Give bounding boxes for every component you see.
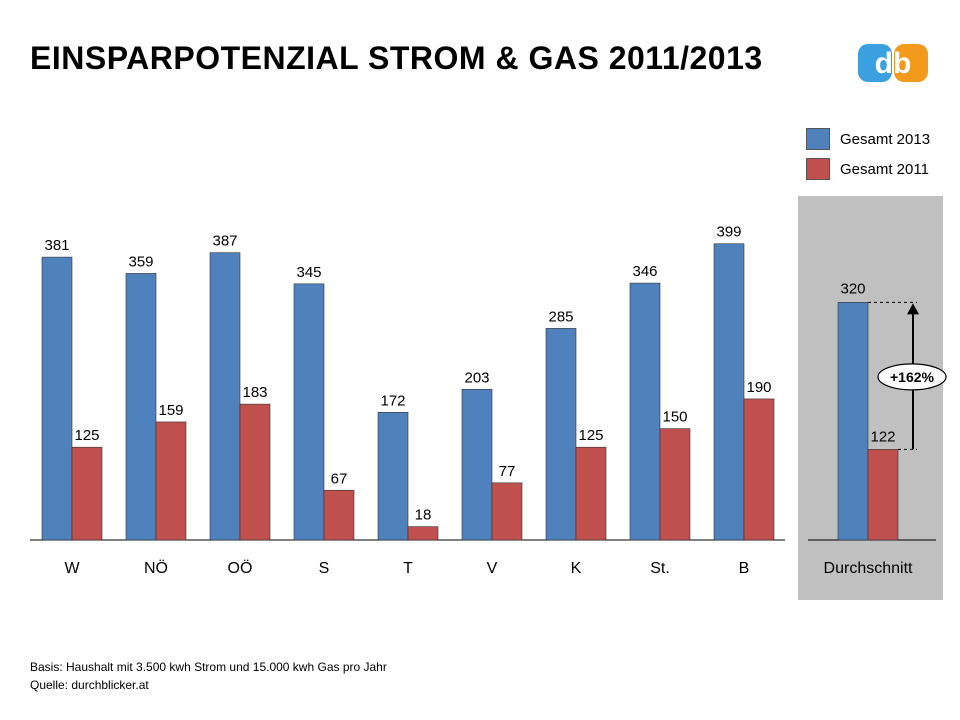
data-label-2013-0: 381: [44, 237, 69, 254]
x-tick-label-1: NÖ: [144, 559, 168, 577]
data-label-2013-4: 172: [380, 392, 405, 409]
data-label-2013-7: 346: [632, 263, 657, 280]
bar-2011-8: [743, 398, 775, 541]
footnote-source: Quelle: durchblicker.at: [30, 678, 149, 692]
page-title: EINSPARPOTENZIAL STROM & GAS 2011/2013: [30, 40, 763, 76]
data-label-2013-5: 203: [464, 369, 489, 386]
logo-b-shape: [894, 44, 928, 82]
x-tick-label-avg: Durchschnitt: [824, 560, 913, 577]
data-label-2013-1: 359: [128, 253, 153, 270]
bar-2011-4: [407, 526, 439, 541]
bar-2011-6: [575, 446, 607, 541]
data-label-2011-0: 125: [74, 427, 99, 444]
bar-2011-0: [71, 446, 103, 541]
durchblicker-logo: db: [858, 44, 928, 82]
change-badge: [877, 363, 947, 391]
bar-2011-7: [659, 428, 691, 541]
x-tick-label-5: V: [487, 560, 498, 577]
logo-text: db: [875, 47, 912, 80]
x-tick-label-0: W: [64, 560, 80, 577]
data-label-2011-6: 125: [578, 427, 603, 444]
x-tick-label-8: B: [739, 560, 750, 577]
legend-label-2013: Gesamt 2013: [840, 130, 931, 148]
change-label: +162%: [890, 369, 935, 385]
bar-avg-2011: [867, 449, 899, 541]
data-label-2011-7: 150: [662, 409, 687, 426]
legend-swatch-2011: [806, 158, 830, 180]
bar-2011-1: [155, 421, 187, 541]
x-tick-label-4: T: [403, 560, 413, 577]
logo-d-shape: [858, 44, 892, 82]
bar-2013-7: [629, 282, 661, 541]
bar-2011-2: [239, 403, 271, 541]
bar-2013-8: [713, 243, 745, 541]
bar-2013-0: [41, 256, 73, 541]
bar-2013-2: [209, 252, 241, 541]
x-tick-label-3: S: [319, 560, 330, 577]
x-tick-label-7: St.: [650, 560, 670, 577]
legend-swatch-2013: [806, 128, 830, 150]
legend-item-2011: Gesamt 2011: [806, 154, 930, 184]
legend-item-2013: Gesamt 2013: [806, 124, 930, 154]
x-tick-label-6: K: [571, 560, 582, 577]
data-label-2011-3: 67: [331, 470, 348, 487]
bar-2011-3: [323, 489, 355, 541]
bar-2013-5: [461, 388, 493, 541]
data-label-2011-1: 159: [158, 402, 183, 419]
bar-2013-1: [125, 273, 157, 541]
bar-avg-2013: [837, 302, 869, 541]
legend-label-2011: Gesamt 2011: [840, 160, 929, 178]
bar-2011-5: [491, 482, 523, 541]
data-label-2011-2: 183: [242, 384, 267, 401]
data-label-avg-2013: 320: [840, 280, 865, 297]
data-label-2011-4: 18: [415, 507, 432, 524]
data-label-2013-6: 285: [548, 308, 573, 325]
data-label-2013-8: 399: [716, 224, 741, 241]
legend: Gesamt 2013 Gesamt 2011: [806, 124, 930, 184]
footnote-basis: Basis: Haushalt mit 3.500 kwh Strom und …: [30, 660, 387, 674]
bar-2013-3: [293, 283, 325, 541]
avg-change-arrow-head: [907, 303, 919, 315]
x-tick-label-2: OÖ: [228, 559, 253, 577]
bar-2013-4: [377, 411, 409, 541]
data-label-avg-2011: 122: [870, 428, 895, 445]
data-label-2013-2: 387: [212, 233, 237, 250]
bar-2013-6: [545, 328, 577, 541]
data-label-2011-5: 77: [499, 463, 516, 480]
data-label-2013-3: 345: [296, 264, 321, 281]
data-label-2011-8: 190: [746, 379, 771, 396]
